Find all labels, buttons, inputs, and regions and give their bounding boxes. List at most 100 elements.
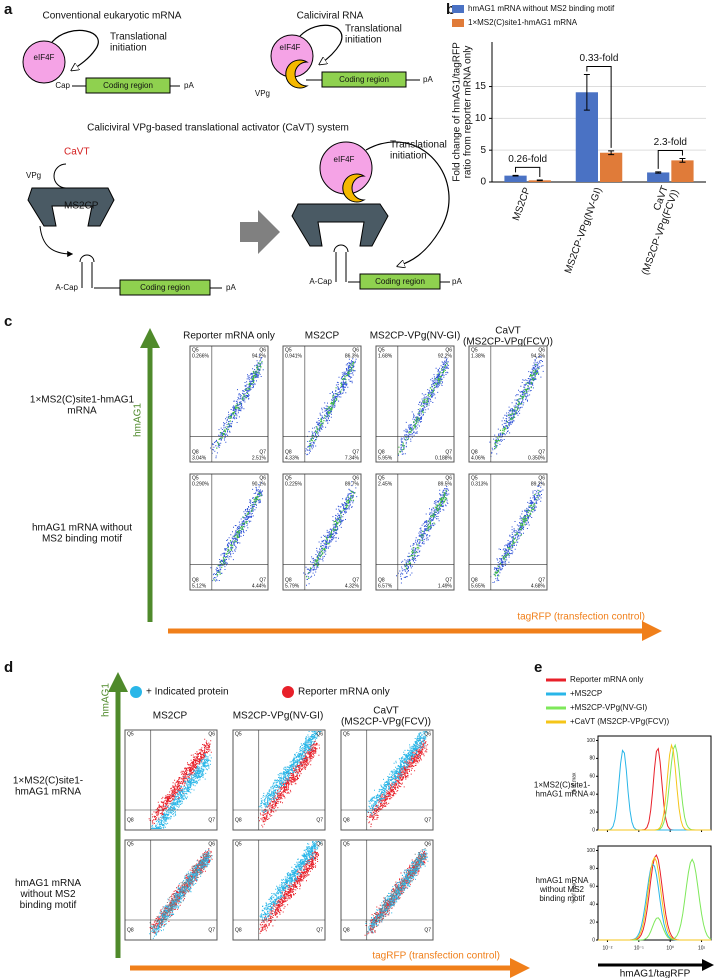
- y-tick-label: 40: [589, 792, 595, 798]
- error-bar: [536, 179, 543, 182]
- event-dots: [397, 362, 448, 455]
- ms2cp-shape: [291, 203, 389, 247]
- event-dots: [149, 850, 212, 933]
- row-label: 1×MS2(C)site1-hmAG1 mRNA: [30, 394, 135, 416]
- event-dots: [365, 731, 428, 816]
- legend-label: Reporter mRNA only: [570, 675, 643, 684]
- quadrant-percent: 89.5%: [438, 481, 453, 487]
- y-axis-label: Fold change of hmAG1/tagRFPratio from re…: [451, 42, 473, 182]
- event-dots: [494, 364, 539, 450]
- label: Translational initiation: [345, 23, 402, 45]
- y-tick-label: 20: [589, 919, 595, 925]
- y-tick-label: 10: [475, 113, 487, 124]
- legend-marker: [130, 686, 142, 698]
- plot-frame: [340, 729, 434, 831]
- quadrant-name: Q5: [192, 347, 199, 353]
- legend-label: +MS2CP: [570, 689, 602, 698]
- error-bar: [679, 157, 686, 163]
- quadrant-name: Q8: [471, 577, 478, 583]
- bar: [528, 180, 551, 182]
- plot-frame: [597, 735, 712, 831]
- y-tick-label: 40: [589, 902, 595, 908]
- quadrant-name: Q6: [259, 347, 266, 353]
- quadrant-name: Q8: [127, 927, 134, 933]
- quadrant-name: Q7: [352, 449, 359, 455]
- row-label: 1×MS2(C)site1-hmAG1 mRNA: [534, 781, 591, 799]
- panel-label: e: [534, 659, 542, 676]
- y-tick-label: 0: [592, 937, 595, 943]
- error-bar: [655, 171, 662, 174]
- coding-region: [119, 279, 211, 296]
- plot-frame: [189, 345, 269, 463]
- quadrant-percent: 5.79%: [285, 583, 300, 589]
- annotation: 0.26-fold: [508, 154, 547, 165]
- label: pA: [226, 283, 236, 292]
- quadrant-name: Q5: [285, 475, 292, 481]
- quadrant-percent: 2.51%: [252, 455, 267, 461]
- quadrant-name: Q5: [471, 347, 478, 353]
- quadrant-name: Q6: [352, 347, 359, 353]
- quadrant-name: Q6: [424, 841, 431, 847]
- x-tick-label: 10⁻²: [603, 945, 613, 951]
- plot-frame: [124, 729, 218, 831]
- quadrant-name: Q6: [259, 475, 266, 481]
- quadrant-percent: 5.95%: [378, 455, 393, 461]
- column-label: Reporter mRNA only: [183, 331, 275, 342]
- column-label: MS2CP: [305, 331, 340, 342]
- diagram-title: Conventional eukaryotic mRNA: [43, 11, 182, 22]
- eif4f-label: eIF4F: [280, 43, 301, 52]
- quadrant-name: Q5: [343, 841, 350, 847]
- y-axis-label: hmAG1: [133, 403, 144, 437]
- diagram-title: Caliciviral RNA: [297, 11, 364, 22]
- event-dots: [405, 490, 448, 570]
- quadrant-percent: 94.2%: [252, 353, 267, 359]
- quadrant-percent: 0.225%: [285, 481, 303, 487]
- quadrant-percent: 0.941%: [285, 353, 303, 359]
- flow-plot: Q5 Q6 Q8 Q7: [232, 729, 326, 831]
- quadrant-percent: 0.266%: [192, 353, 210, 359]
- event-dots: [213, 492, 262, 581]
- label: Coding region: [103, 81, 153, 90]
- quadrant-name: Q5: [343, 731, 350, 737]
- row-label: hmAG1 mRNA without MS2 binding motif: [536, 876, 590, 903]
- quadrant-percent: 0.350%: [528, 455, 546, 461]
- label: Coding region: [339, 75, 389, 84]
- quadrant-name: Q6: [316, 841, 323, 847]
- hairpin: [79, 254, 95, 288]
- y-tick-label: 15: [475, 81, 487, 92]
- quadrant-name: Q5: [378, 347, 385, 353]
- quadrant-percent: 4.32%: [345, 583, 360, 589]
- flow-plot: Q5 Q6 Q8 Q7: [124, 839, 218, 941]
- quadrant-name: Q7: [352, 577, 359, 583]
- row-label: hmAG1 mRNA without MS2 binding motif: [32, 522, 132, 544]
- vpg-shape: [53, 163, 67, 189]
- plot-frame: [375, 345, 455, 463]
- flow-plot: Q5 Q6 Q8 Q7: [340, 729, 434, 831]
- x-axis-label: hmAG1/tagRFP: [620, 969, 691, 978]
- quadrant-percent: 4.06%: [471, 455, 486, 461]
- event-dots: [305, 490, 356, 579]
- quadrant-percent: 5.65%: [471, 583, 486, 589]
- quadrant-percent: 5.12%: [192, 583, 207, 589]
- diagram-title: Caliciviral VPg-based translational acti…: [87, 123, 349, 134]
- quadrant-percent: 89.2%: [531, 481, 546, 487]
- quadrant-percent: 7.34%: [345, 455, 360, 461]
- y-tick-label: 0: [480, 177, 486, 188]
- legend-label: 1×MS2(C)site1-hmAG1 mRNA: [468, 18, 578, 27]
- legend-label: +CaVT (MS2CP-VPg(FCV)): [570, 717, 670, 726]
- quadrant-name: Q6: [445, 347, 452, 353]
- plot-frame: [282, 473, 362, 591]
- plot-frame: [468, 345, 548, 463]
- label: Coding region: [375, 277, 425, 286]
- y-tick-label: 100: [587, 848, 596, 854]
- y-tick-label: 60: [589, 884, 595, 890]
- event-dots: [366, 738, 429, 828]
- quadrant-percent: 3.04%: [192, 455, 207, 461]
- quadrant-name: Q5: [235, 841, 242, 847]
- plot-frame: [375, 473, 455, 591]
- quadrant-name: Q5: [285, 347, 292, 353]
- legend-label: + Indicated protein: [146, 687, 229, 698]
